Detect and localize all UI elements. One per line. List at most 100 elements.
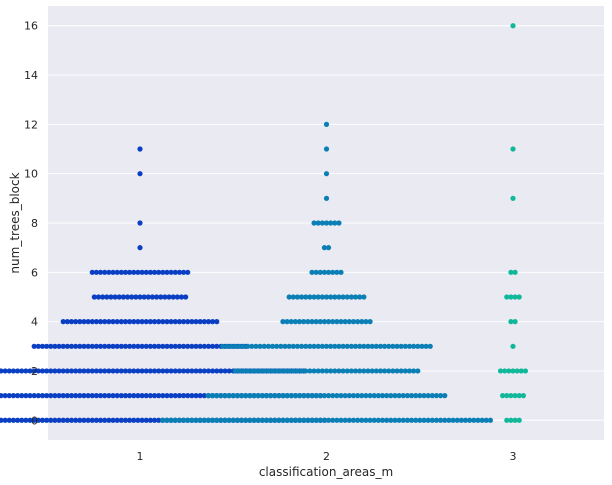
data-point xyxy=(315,343,321,349)
data-point xyxy=(348,294,354,300)
data-point xyxy=(483,417,489,423)
data-point xyxy=(135,368,141,374)
data-point xyxy=(338,269,344,275)
data-point xyxy=(160,393,166,399)
data-point xyxy=(508,294,514,300)
data-point xyxy=(355,319,361,325)
data-point xyxy=(64,343,70,349)
data-point xyxy=(398,368,404,374)
data-point xyxy=(180,393,187,399)
data-point xyxy=(497,368,504,374)
data-point xyxy=(147,319,153,325)
data-point xyxy=(139,343,145,349)
data-point xyxy=(390,343,396,349)
data-point xyxy=(506,368,512,374)
data-point xyxy=(315,220,321,226)
data-point xyxy=(193,343,199,349)
data-point xyxy=(6,393,12,399)
data-point xyxy=(39,417,46,423)
data-point xyxy=(176,417,182,423)
data-point xyxy=(201,417,207,423)
data-point xyxy=(129,294,135,300)
data-point xyxy=(205,368,212,374)
x-tick-label: 3 xyxy=(510,450,517,463)
data-point xyxy=(500,393,506,399)
data-point xyxy=(81,319,87,325)
data-point xyxy=(323,121,330,127)
data-point xyxy=(44,343,50,349)
data-point xyxy=(226,393,232,399)
data-point xyxy=(319,368,325,374)
data-point xyxy=(325,245,332,251)
data-point xyxy=(176,393,183,399)
data-point xyxy=(214,319,220,325)
data-point xyxy=(290,368,296,374)
data-point xyxy=(510,146,516,152)
data-point xyxy=(60,417,66,423)
data-point xyxy=(154,294,160,300)
data-point xyxy=(110,269,116,275)
data-point xyxy=(137,146,143,152)
data-point xyxy=(321,319,328,325)
data-point xyxy=(334,319,340,325)
data-point xyxy=(35,343,41,349)
data-point xyxy=(2,393,8,399)
data-point xyxy=(355,417,361,423)
data-point xyxy=(404,417,411,423)
data-point xyxy=(81,393,87,399)
data-point xyxy=(330,269,336,275)
data-point xyxy=(222,393,228,399)
data-point xyxy=(213,417,220,423)
data-point xyxy=(108,294,114,300)
data-point xyxy=(417,393,423,399)
data-point xyxy=(147,417,153,423)
data-point xyxy=(162,294,168,300)
data-point xyxy=(328,220,334,226)
data-point xyxy=(93,368,100,374)
data-point xyxy=(93,343,100,349)
data-point xyxy=(104,294,110,300)
y-tick-label: 16 xyxy=(24,20,38,33)
data-point xyxy=(242,393,249,399)
data-point xyxy=(288,417,294,423)
data-point xyxy=(442,393,448,399)
data-point xyxy=(135,417,141,423)
data-point xyxy=(135,393,141,399)
data-point xyxy=(504,417,510,423)
data-point xyxy=(14,368,21,374)
data-point xyxy=(180,269,187,275)
data-point xyxy=(419,343,425,349)
data-point xyxy=(309,393,315,399)
data-point xyxy=(131,393,137,399)
data-point xyxy=(189,319,195,325)
data-point xyxy=(487,417,494,423)
data-point xyxy=(60,393,66,399)
data-point xyxy=(89,343,95,349)
data-point xyxy=(91,294,97,300)
data-point xyxy=(344,294,350,300)
data-point xyxy=(205,319,212,325)
data-point xyxy=(180,368,187,374)
data-point xyxy=(247,393,253,399)
data-point xyxy=(386,343,392,349)
data-point xyxy=(261,343,267,349)
data-point xyxy=(375,393,381,399)
data-point xyxy=(205,343,212,349)
data-point xyxy=(332,343,338,349)
data-point xyxy=(19,417,25,423)
data-point xyxy=(296,319,303,325)
data-point xyxy=(344,343,350,349)
data-point xyxy=(184,417,191,423)
data-point xyxy=(344,368,350,374)
data-point xyxy=(510,23,516,29)
data-point xyxy=(425,417,431,423)
data-point xyxy=(413,417,419,423)
data-point xyxy=(197,368,203,374)
data-point xyxy=(321,417,328,423)
data-point xyxy=(180,417,186,423)
data-point xyxy=(423,343,429,349)
data-point xyxy=(189,368,195,374)
data-point xyxy=(377,368,384,374)
data-point xyxy=(323,368,330,374)
data-point xyxy=(323,294,330,300)
